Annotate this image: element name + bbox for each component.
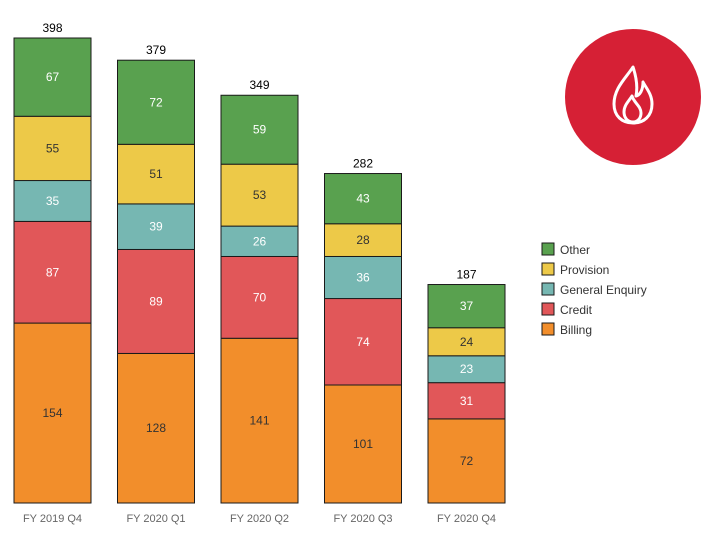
bar-segment-credit[interactable] bbox=[324, 298, 402, 386]
bar-segment-billing[interactable] bbox=[324, 384, 402, 504]
bar-segment-general-enquiry[interactable] bbox=[117, 203, 195, 250]
bar-segment-other[interactable] bbox=[13, 37, 92, 117]
flame-icon bbox=[612, 65, 654, 125]
data-label: 24 bbox=[460, 335, 474, 349]
data-label: 87 bbox=[46, 265, 60, 279]
data-label: 70 bbox=[253, 290, 267, 304]
data-label: 51 bbox=[149, 167, 163, 181]
total-label: 379 bbox=[146, 43, 166, 57]
bar-segment-provision[interactable] bbox=[324, 223, 402, 257]
data-label: 72 bbox=[149, 95, 163, 109]
legend-swatch bbox=[541, 322, 555, 336]
bars-group: 154 87 35 55 67 128 89 39 51 72 141 70 26 53 59 101 74 36… bbox=[13, 37, 506, 504]
legend-label: Billing bbox=[560, 323, 592, 337]
bar-segment-billing[interactable] bbox=[427, 418, 506, 504]
data-label: 89 bbox=[149, 294, 163, 308]
bar-segment-other[interactable] bbox=[427, 284, 506, 329]
x-axis-ticks: FY 2019 Q4 FY 2020 Q1 FY 2020 Q2 FY 2020 Q3… bbox=[23, 513, 496, 525]
data-label: 141 bbox=[249, 414, 269, 428]
bar-segment-billing[interactable] bbox=[117, 352, 195, 504]
bar-segment-credit[interactable] bbox=[13, 220, 92, 324]
legend: Other Provision General Enquiry Credit Billi… bbox=[541, 242, 647, 337]
data-label: 101 bbox=[353, 437, 373, 451]
bar-segment-other[interactable] bbox=[220, 94, 299, 165]
legend-swatch bbox=[541, 242, 555, 256]
legend-label: Other bbox=[560, 243, 590, 257]
data-label: 53 bbox=[253, 188, 267, 202]
totals-group: 398 379 349 282 187 bbox=[42, 21, 476, 282]
bar-segment-credit[interactable] bbox=[220, 255, 299, 339]
data-label: 43 bbox=[356, 192, 370, 206]
data-label: 28 bbox=[356, 233, 370, 247]
bar-segment-provision[interactable] bbox=[13, 115, 92, 182]
x-tick-label: FY 2019 Q4 bbox=[23, 513, 82, 525]
data-label: 23 bbox=[460, 362, 474, 376]
bar-segment-credit[interactable] bbox=[117, 248, 195, 354]
total-label: 187 bbox=[456, 268, 476, 282]
data-label: 154 bbox=[42, 406, 62, 420]
legend-label: Provision bbox=[560, 263, 609, 277]
total-label: 349 bbox=[249, 78, 269, 92]
x-tick-label: FY 2020 Q1 bbox=[126, 513, 185, 525]
legend-swatch bbox=[541, 302, 555, 316]
legend-label: General Enquiry bbox=[560, 283, 647, 297]
data-label: 26 bbox=[253, 234, 267, 248]
bar-segment-other[interactable] bbox=[324, 173, 402, 225]
data-label: 39 bbox=[149, 220, 163, 234]
data-label: 55 bbox=[46, 141, 60, 155]
legend-swatch bbox=[541, 262, 555, 276]
data-label: 59 bbox=[253, 123, 267, 137]
data-label: 37 bbox=[460, 299, 474, 313]
bar-segment-general-enquiry[interactable] bbox=[324, 255, 402, 300]
x-tick-label: FY 2020 Q3 bbox=[333, 513, 392, 525]
x-tick-label: FY 2020 Q2 bbox=[230, 513, 289, 525]
data-label: 36 bbox=[356, 271, 370, 285]
bar-segment-provision[interactable] bbox=[427, 327, 506, 357]
data-label: 128 bbox=[146, 421, 166, 435]
bar-segment-billing[interactable] bbox=[220, 337, 299, 504]
bar-segment-general-enquiry[interactable] bbox=[220, 225, 299, 257]
bar-segment-provision[interactable] bbox=[117, 143, 195, 205]
total-label: 282 bbox=[353, 157, 373, 171]
data-label: 67 bbox=[46, 70, 60, 84]
data-label: 31 bbox=[460, 394, 474, 408]
bar-segment-general-enquiry[interactable] bbox=[427, 355, 506, 384]
data-label: 72 bbox=[460, 454, 474, 468]
data-label: 35 bbox=[46, 194, 60, 208]
data-label: 74 bbox=[356, 335, 370, 349]
legend-swatch bbox=[541, 282, 555, 296]
flame-badge bbox=[565, 29, 701, 165]
bar-segment-other[interactable] bbox=[117, 59, 195, 145]
x-tick-label: FY 2020 Q4 bbox=[437, 513, 496, 525]
legend-label: Credit bbox=[560, 303, 593, 317]
bar-segment-billing[interactable] bbox=[13, 322, 92, 504]
total-label: 398 bbox=[42, 21, 62, 35]
